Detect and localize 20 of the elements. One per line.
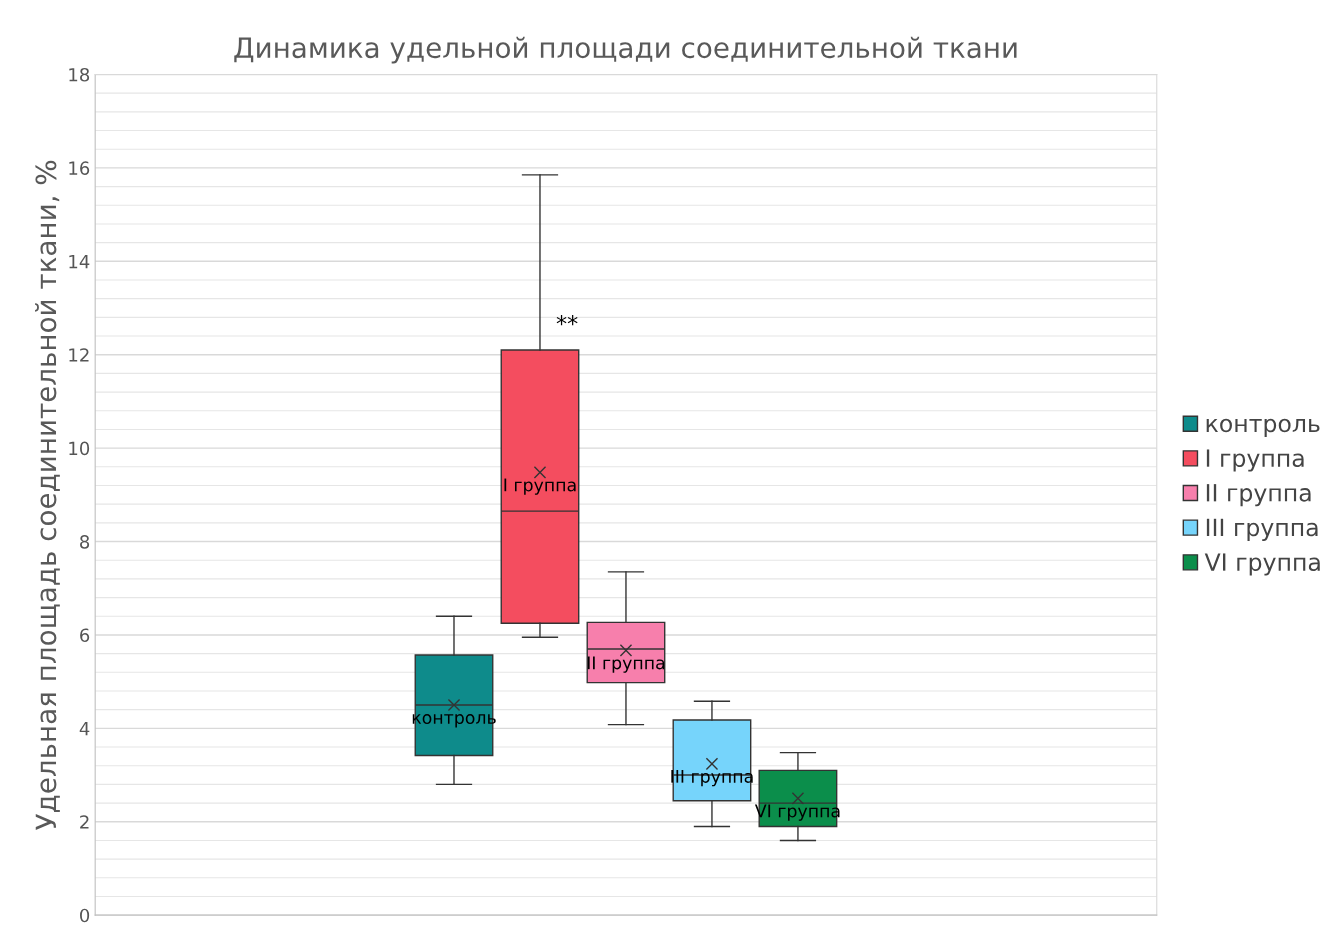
chart-title: Динамика удельной площади соединительной ткани (234, 36, 1017, 64)
y-tick-label: 2 (80, 815, 89, 829)
y-tick-label: 14 (69, 255, 90, 269)
annotation: ** (556, 315, 578, 326)
y-tick-label: 6 (80, 628, 90, 643)
text: I группа (504, 478, 576, 495)
legend-label: контроль (1206, 418, 1320, 437)
y-tick-label: 4 (79, 722, 90, 736)
y-tick-label: 8 (80, 534, 90, 549)
y-tick-label: 0 (80, 908, 90, 923)
legend-label: III группа (1206, 518, 1318, 541)
y-tick-label: 10 (69, 441, 90, 456)
y-axis-title: Удельная площадь соединительной ткани, % (35, 160, 60, 830)
y-tick-label: 16 (69, 161, 90, 176)
text: II группа (587, 656, 665, 673)
y-tick-label: 12 (69, 348, 89, 362)
y-tick-label: 18 (69, 67, 90, 82)
legend-label: VI группа (1204, 553, 1320, 576)
legend-label: II группа (1206, 484, 1311, 507)
legend-label: I группа (1206, 449, 1304, 472)
